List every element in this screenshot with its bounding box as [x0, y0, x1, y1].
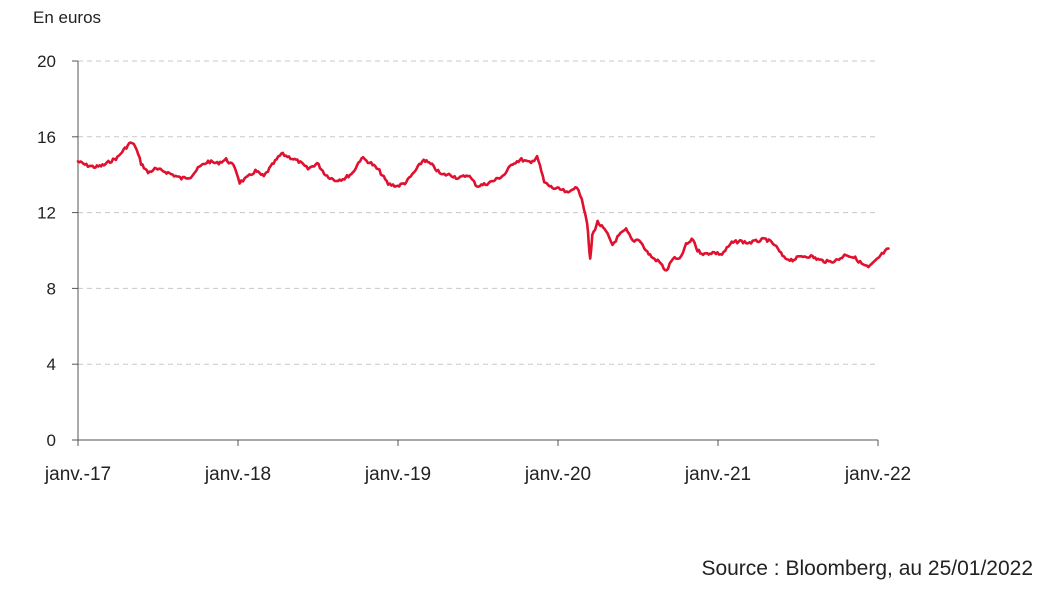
- x-tick-label: janv.-19: [364, 464, 431, 485]
- x-tick-label: janv.-22: [844, 464, 911, 485]
- gridlines: [78, 60, 878, 365]
- y-tick-label: 20: [37, 52, 56, 71]
- x-tick-label: janv.-21: [684, 464, 751, 485]
- x-tick-label: janv.-17: [44, 464, 111, 485]
- x-axis-ticks: janv.-17 janv.-18 janv.-19 janv.-20 janv.-21…: [44, 440, 911, 485]
- source-note: Source : Bloomberg, au 25/01/2022: [701, 557, 1033, 580]
- x-tick-label: janv.-20: [524, 464, 591, 485]
- y-tick-label: 16: [37, 128, 56, 147]
- series-group: [76, 141, 890, 272]
- x-tick-label: janv.-18: [204, 464, 271, 485]
- y-tick-label: 0: [47, 431, 56, 450]
- y-tick-label: 4: [47, 355, 56, 374]
- y-tick-label: 12: [37, 204, 56, 223]
- y-tick-label: 8: [47, 279, 56, 298]
- y-axis-ticks: 0 4 8 12 16 20: [37, 52, 78, 450]
- axes: [77, 61, 878, 441]
- series-line: [76, 141, 890, 272]
- y-axis-unit-label: En euros: [33, 8, 102, 27]
